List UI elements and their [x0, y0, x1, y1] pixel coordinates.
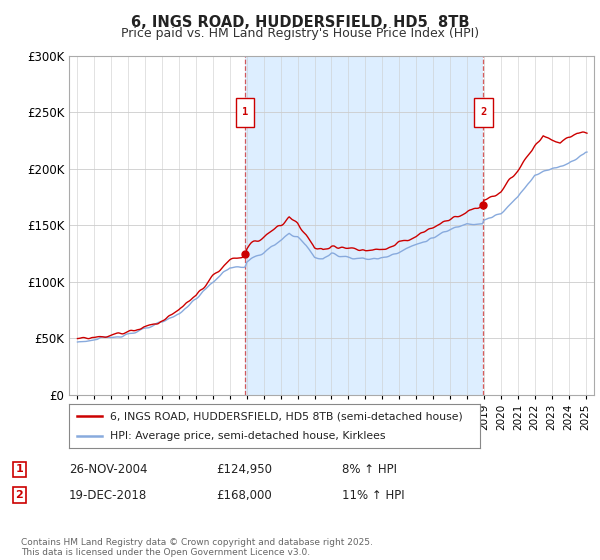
Text: HPI: Average price, semi-detached house, Kirklees: HPI: Average price, semi-detached house,…	[110, 431, 386, 441]
Text: Price paid vs. HM Land Registry's House Price Index (HPI): Price paid vs. HM Land Registry's House …	[121, 27, 479, 40]
FancyBboxPatch shape	[474, 98, 493, 127]
Text: £168,000: £168,000	[216, 488, 272, 502]
Text: 19-DEC-2018: 19-DEC-2018	[69, 488, 147, 502]
Text: 26-NOV-2004: 26-NOV-2004	[69, 463, 148, 476]
FancyBboxPatch shape	[236, 98, 254, 127]
Text: 1: 1	[16, 464, 23, 474]
Text: 2: 2	[16, 490, 23, 500]
Text: 6, INGS ROAD, HUDDERSFIELD, HD5  8TB: 6, INGS ROAD, HUDDERSFIELD, HD5 8TB	[131, 15, 469, 30]
Text: 6, INGS ROAD, HUDDERSFIELD, HD5 8TB (semi-detached house): 6, INGS ROAD, HUDDERSFIELD, HD5 8TB (sem…	[110, 411, 463, 421]
Text: £124,950: £124,950	[216, 463, 272, 476]
Text: Contains HM Land Registry data © Crown copyright and database right 2025.
This d: Contains HM Land Registry data © Crown c…	[21, 538, 373, 557]
Bar	[245, 56, 484, 395]
Text: 1: 1	[242, 108, 248, 118]
Text: 8% ↑ HPI: 8% ↑ HPI	[342, 463, 397, 476]
Text: 2: 2	[480, 108, 487, 118]
Text: 11% ↑ HPI: 11% ↑ HPI	[342, 488, 404, 502]
